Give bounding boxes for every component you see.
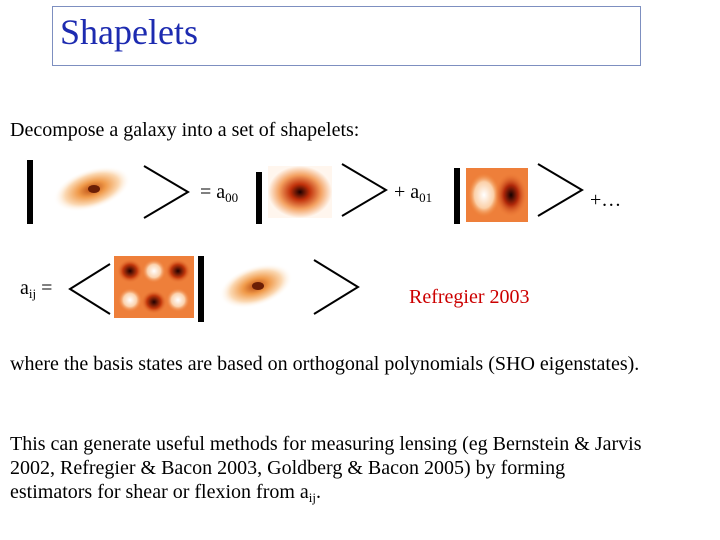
shapelet-ij-image bbox=[114, 256, 194, 318]
ket-angle-2 bbox=[341, 163, 388, 217]
intro-text: Decompose a galaxy into a set of shapele… bbox=[10, 119, 360, 141]
galaxy-image-2 bbox=[210, 258, 298, 316]
braket-bar bbox=[198, 256, 204, 322]
ket-angle-3 bbox=[537, 163, 584, 217]
shapelet-01-image bbox=[466, 168, 528, 222]
bra-angle bbox=[68, 263, 111, 315]
ket-angle-1 bbox=[143, 165, 190, 219]
galaxy-image-1 bbox=[42, 162, 138, 218]
ket-angle-4 bbox=[313, 259, 360, 315]
ket-bar-01 bbox=[454, 168, 460, 224]
ket-bar-00 bbox=[256, 172, 262, 224]
slide-title: Shapelets bbox=[60, 12, 198, 52]
methods-line-3: estimators for shear or flexion from aij… bbox=[10, 481, 322, 505]
ket-bar-galaxy bbox=[27, 160, 33, 224]
title-box bbox=[52, 6, 641, 66]
basis-paragraph: where the basis states are based on orth… bbox=[10, 353, 640, 375]
coef-aij: aij = bbox=[20, 277, 53, 301]
methods-line-1: This can generate useful methods for mea… bbox=[10, 433, 642, 455]
coef-a00: = a00 bbox=[200, 181, 239, 205]
citation: Refregier 2003 bbox=[409, 286, 530, 308]
coef-a01: + a01 bbox=[394, 181, 433, 205]
methods-paragraph: This can generate useful methods for mea… bbox=[10, 432, 715, 504]
methods-line-2: 2002, Refregier & Bacon 2003, Goldberg &… bbox=[10, 457, 566, 479]
shapelet-00-image bbox=[268, 166, 332, 218]
ellipsis: +… bbox=[590, 189, 622, 211]
